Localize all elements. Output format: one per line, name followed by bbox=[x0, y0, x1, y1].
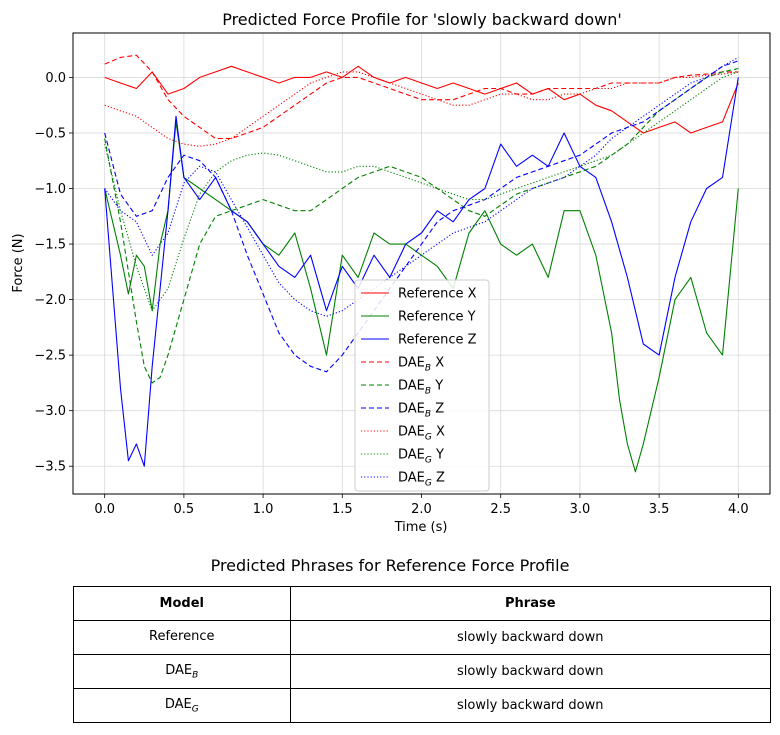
y-tick-label: −1.5 bbox=[34, 238, 66, 253]
x-tick-label: 0.5 bbox=[174, 502, 195, 517]
table-title: Predicted Phrases for Reference Force Pr… bbox=[210, 556, 570, 575]
x-tick-label: 1.5 bbox=[332, 502, 353, 517]
legend-entry: DAEB X bbox=[398, 356, 444, 374]
series-layer bbox=[104, 54, 739, 473]
chart-title: Predicted Force Profile for 'slowly back… bbox=[222, 10, 622, 29]
legend-entry: DAEB Y bbox=[398, 379, 443, 397]
y-axis-label: Force (N) bbox=[11, 233, 26, 292]
series-line-6 bbox=[104, 71, 739, 147]
table-row: DAEG slowly backward down bbox=[73, 688, 772, 723]
y-tick-label: −0.5 bbox=[34, 126, 66, 141]
x-tick-label: 3.0 bbox=[570, 502, 591, 517]
row-model: Reference bbox=[73, 620, 291, 655]
series-line-5 bbox=[104, 60, 739, 373]
row-phrase: slowly backward down bbox=[289, 688, 772, 723]
x-tick-label: 0.0 bbox=[94, 502, 115, 517]
legend-entry: Reference X bbox=[398, 287, 477, 302]
y-tick-label: −2.5 bbox=[34, 349, 66, 364]
x-tick-label: 4.0 bbox=[728, 502, 749, 517]
x-tick-label: 3.5 bbox=[649, 502, 670, 517]
x-tick-label: 2.0 bbox=[411, 502, 432, 517]
legend-entry: DAEB Z bbox=[398, 402, 444, 420]
row-phrase: slowly backward down bbox=[289, 620, 772, 655]
table-header-row: Model Phrase bbox=[73, 586, 772, 621]
x-axis-label: Time (s) bbox=[394, 520, 448, 535]
table-row: Reference slowly backward down bbox=[73, 620, 772, 655]
legend-box bbox=[354, 279, 490, 492]
row-phrase: slowly backward down bbox=[289, 654, 772, 689]
y-tick-label: −3.0 bbox=[34, 404, 66, 419]
phrase-table: Model Phrase Reference slowly backward d… bbox=[73, 586, 772, 723]
y-tick-label: −1.0 bbox=[34, 182, 66, 197]
header-model: Model bbox=[73, 586, 291, 621]
ticks: 0.0 0.5 1.0 1.5 2.0 2.5 3.0 3.5 4.0 0.0 −0.5 −1.0 −1… bbox=[34, 71, 748, 517]
series-line-4 bbox=[104, 67, 739, 384]
legend-entry: Reference Y bbox=[398, 310, 476, 325]
force-profile-chart: Predicted Force Profile for 'slowly back… bbox=[11, 10, 771, 535]
y-tick-label: 0.0 bbox=[45, 71, 66, 86]
series-line-1 bbox=[104, 121, 739, 473]
x-tick-label: 2.5 bbox=[490, 502, 511, 517]
y-tick-label: −3.5 bbox=[34, 460, 66, 475]
header-phrase: Phrase bbox=[289, 586, 772, 621]
legend-entry: Reference Z bbox=[398, 333, 477, 348]
y-tick-label: −2.0 bbox=[34, 293, 66, 308]
legend-entry: DAEG Z bbox=[398, 471, 445, 489]
row-model: DAEB bbox=[73, 654, 291, 689]
legend-entry: DAEG X bbox=[398, 425, 445, 443]
series-line-7 bbox=[104, 71, 739, 312]
row-model: DAEG bbox=[73, 688, 291, 723]
legend-entry: DAEG Y bbox=[398, 448, 444, 466]
table-row: DAEB slowly backward down bbox=[73, 654, 772, 689]
x-tick-label: 1.0 bbox=[253, 502, 274, 517]
series-line-2 bbox=[104, 77, 739, 467]
legend: Reference X Reference Y Reference Z DAEB X D… bbox=[354, 279, 490, 492]
